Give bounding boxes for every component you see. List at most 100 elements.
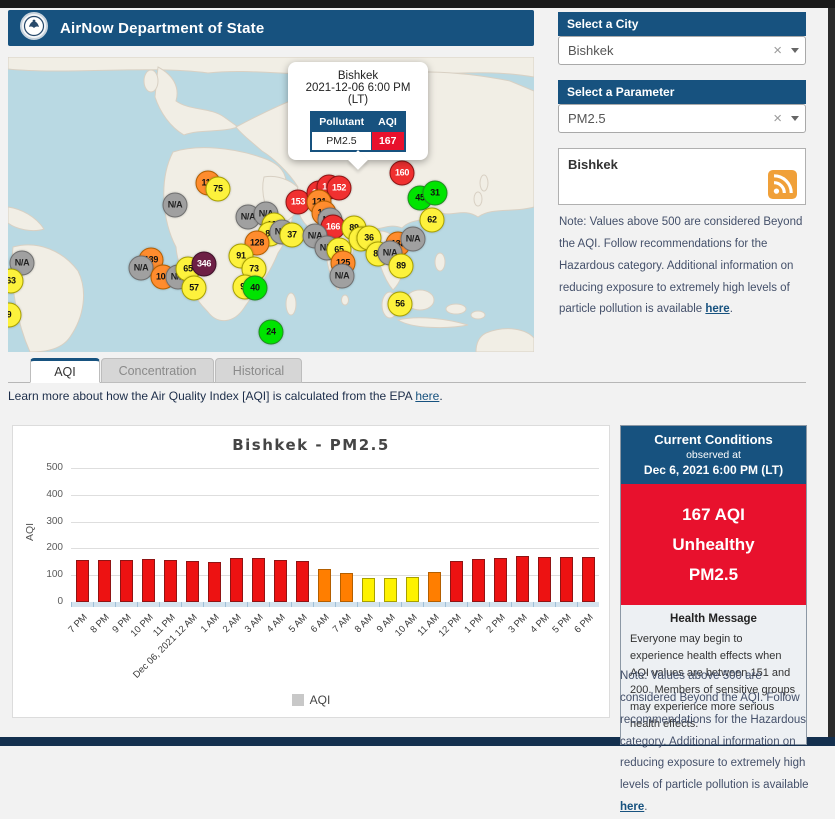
health-message-block: Health Message Everyone may begin to exp… <box>621 605 806 744</box>
aqi-marker[interactable]: 160 <box>389 160 415 186</box>
bottom-note-period: . <box>644 801 648 814</box>
learn-more-line: Learn more about how the Air Quality Ind… <box>8 389 608 403</box>
learn-more-period: . <box>439 389 443 403</box>
sidebar-note-text: Note: Values above 500 are considered Be… <box>559 216 803 316</box>
parameter-dropdown[interactable]: PM2.5 × <box>558 104 806 133</box>
sidebar-note-here-link[interactable]: here <box>705 303 730 316</box>
app-header: AirNow Department of State <box>8 10 534 46</box>
popup-datetime: 2021-12-06 6:00 PM <box>305 82 411 94</box>
aqi-marker[interactable]: N/A <box>400 226 426 252</box>
aqi-marker[interactable]: 37 <box>279 222 305 248</box>
chart-gridline <box>71 575 599 577</box>
chart-bar <box>185 560 199 602</box>
chart-bar <box>97 560 111 602</box>
chart-bar <box>251 558 265 602</box>
chart-gridline <box>71 521 599 523</box>
chart-y-tick-label: 400 <box>46 488 63 500</box>
chart-y-tick-label: 0 <box>57 596 63 607</box>
aqi-marker[interactable]: 31 <box>422 180 448 206</box>
chart-bar <box>449 561 463 602</box>
chart-y-tick-label: 300 <box>46 515 63 527</box>
chart-bar <box>471 559 485 602</box>
current-conditions-panel: Current Conditions observed at Dec 6, 20… <box>620 425 807 745</box>
aqi-marker[interactable]: 40 <box>242 275 268 301</box>
aqi-marker[interactable]: 346 <box>191 251 217 277</box>
rss-feed-icon[interactable] <box>768 170 797 199</box>
chart-bar <box>229 557 243 602</box>
window-top-border <box>0 0 835 8</box>
aqi-marker[interactable]: 56 <box>387 291 413 317</box>
world-aqi-map[interactable]: N/A639N/A11175N/AN/A10380N/A371289173139… <box>8 57 534 352</box>
city-feed-box: Bishkek <box>558 148 806 205</box>
aqi-marker[interactable]: N/A <box>377 240 403 266</box>
popup-pollutant-value: PM2.5 <box>310 131 372 152</box>
aqi-marker[interactable]: 24 <box>258 319 284 345</box>
current-aqi-value: 167 AQI <box>682 505 745 524</box>
observed-at-label: observed at <box>686 449 741 461</box>
dept-of-state-seal-icon <box>20 11 48 45</box>
current-pollutant: PM2.5 <box>688 564 739 584</box>
popup-col-pollutant: Pollutant <box>311 112 372 132</box>
legend-label: AQI <box>309 693 331 707</box>
page-footer-bar <box>0 737 835 746</box>
chart-gridline <box>71 548 599 550</box>
select-parameter-header: Select a Parameter <box>558 80 806 104</box>
chart-bar <box>119 559 133 602</box>
learn-more-here-link[interactable]: here <box>415 389 440 403</box>
chart-bar <box>295 561 309 602</box>
parameter-dropdown-caret-icon[interactable] <box>791 116 799 121</box>
legend-swatch-icon <box>291 694 304 706</box>
popup-table: Pollutant AQI PM2.5 167 <box>310 111 406 152</box>
aqi-marker[interactable]: N/A <box>329 263 355 289</box>
chart-bar <box>361 577 375 602</box>
chart-bar <box>515 556 529 602</box>
parameter-dropdown-value: PM2.5 <box>568 111 606 126</box>
chart-y-tick-label: 100 <box>46 569 63 581</box>
health-message-title: Health Message <box>670 613 757 626</box>
bottom-beyond-aqi-note: Note: Values above 500 are considered Be… <box>620 666 816 819</box>
city-dropdown[interactable]: Bishkek × <box>558 36 806 65</box>
chart-bar <box>317 568 331 602</box>
tab-bar: AQI Concentration Historical <box>8 358 806 383</box>
tab-historical[interactable]: Historical <box>215 358 302 383</box>
aqi-marker[interactable]: 89 <box>388 253 414 279</box>
chart-gridline <box>71 494 599 496</box>
chart-gridline <box>71 468 599 469</box>
select-city-header: Select a City <box>558 12 806 36</box>
tab-concentration[interactable]: Concentration <box>101 358 214 383</box>
aqi-marker[interactable]: 62 <box>419 207 445 233</box>
aqi-marker[interactable]: 152 <box>326 175 352 201</box>
aqi-marker[interactable]: 153 <box>285 189 311 215</box>
popup-timezone: (LT) <box>347 94 369 106</box>
sidebar-note-period: . <box>729 303 733 316</box>
clear-city-icon[interactable]: × <box>773 42 782 59</box>
chart-title: Bishkek - PM2.5 <box>232 436 390 454</box>
current-aqi-category: Unhealthy <box>672 534 755 554</box>
chart-bar <box>163 559 177 602</box>
aqi-marker[interactable]: 57 <box>181 275 207 301</box>
chart-bar <box>383 577 397 602</box>
chart-bar <box>427 572 441 602</box>
map-popup: Bishkek 2021-12-06 6:00 PM (LT) Pollutan… <box>288 62 428 160</box>
city-dropdown-value: Bishkek <box>568 43 614 58</box>
chart-legend: AQI <box>13 693 609 707</box>
observed-datetime: Dec 6, 2021 6:00 PM (LT) <box>643 463 784 477</box>
chart-bar <box>537 556 551 602</box>
bottom-note-text: Note: Values above 500 are considered Be… <box>620 670 809 792</box>
bottom-note-here-link[interactable]: here <box>620 801 645 814</box>
tab-aqi[interactable]: AQI <box>30 358 100 383</box>
health-message-text: Everyone may begin to experience health … <box>630 633 796 731</box>
learn-more-text: Learn more about how the Air Quality Ind… <box>8 389 416 403</box>
popup-city: Bishkek <box>337 70 379 82</box>
city-dropdown-caret-icon[interactable] <box>791 48 799 53</box>
aqi-marker[interactable]: N/A <box>162 192 188 218</box>
chart-y-tick-label: 500 <box>46 462 63 473</box>
chart-bar <box>207 561 221 602</box>
clear-parameter-icon[interactable]: × <box>773 110 782 127</box>
chart-bar <box>493 557 507 602</box>
aqi-marker[interactable]: 75 <box>205 176 231 202</box>
page-title: AirNow Department of State <box>60 19 265 37</box>
feed-city-title: Bishkek <box>568 157 618 172</box>
current-aqi-block: 167 AQI Unhealthy PM2.5 <box>621 484 806 606</box>
chart-bar <box>141 558 155 602</box>
